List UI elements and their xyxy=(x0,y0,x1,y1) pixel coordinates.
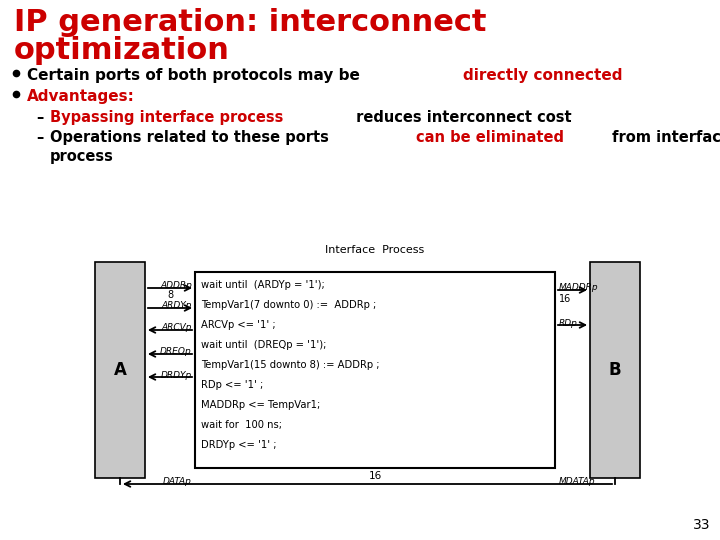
Text: ARCVp <= '1' ;: ARCVp <= '1' ; xyxy=(201,320,276,330)
Text: optimization: optimization xyxy=(14,36,230,65)
Text: Advantages:: Advantages: xyxy=(27,89,135,104)
Text: MADDRp: MADDRp xyxy=(559,284,598,293)
Text: process: process xyxy=(50,149,114,164)
Text: DREQp: DREQp xyxy=(161,348,192,356)
Text: ARDYp: ARDYp xyxy=(161,301,192,310)
Bar xyxy=(195,272,555,468)
Text: TempVar1(7 downto 0) :=  ADDRp ;: TempVar1(7 downto 0) := ADDRp ; xyxy=(201,300,377,310)
Text: –: – xyxy=(36,130,43,145)
Text: reduces interconnect cost: reduces interconnect cost xyxy=(351,110,572,125)
Text: Certain ports of both protocols may be: Certain ports of both protocols may be xyxy=(27,68,365,83)
Bar xyxy=(590,262,640,478)
Text: wait for  100 ns;: wait for 100 ns; xyxy=(201,420,282,430)
Text: MDATAp: MDATAp xyxy=(559,477,595,487)
Text: DATAp: DATAp xyxy=(163,477,192,487)
Text: wait until  (DREQp = '1');: wait until (DREQp = '1'); xyxy=(201,340,326,350)
Text: DRDYp <= '1' ;: DRDYp <= '1' ; xyxy=(201,440,276,450)
Text: –: – xyxy=(36,110,43,125)
Text: from interface: from interface xyxy=(608,130,720,145)
Text: can be eliminated: can be eliminated xyxy=(416,130,564,145)
Text: Bypassing interface process: Bypassing interface process xyxy=(50,110,284,125)
Text: ARCVp: ARCVp xyxy=(161,323,192,333)
Text: 33: 33 xyxy=(693,518,710,532)
Text: IP generation: interconnect: IP generation: interconnect xyxy=(14,8,487,37)
Text: MADDRp <= TempVar1;: MADDRp <= TempVar1; xyxy=(201,400,320,410)
Text: directly connected: directly connected xyxy=(463,68,623,83)
Text: RDp <= '1' ;: RDp <= '1' ; xyxy=(201,380,264,390)
Text: Operations related to these ports: Operations related to these ports xyxy=(50,130,334,145)
Text: 8: 8 xyxy=(167,290,173,300)
Text: RDp: RDp xyxy=(559,319,578,327)
Text: B: B xyxy=(608,361,621,379)
Text: 16: 16 xyxy=(559,294,571,304)
Bar xyxy=(95,262,145,478)
Text: wait until  (ARDYp = '1');: wait until (ARDYp = '1'); xyxy=(201,280,325,290)
Text: TempVar1(15 downto 8) := ADDRp ;: TempVar1(15 downto 8) := ADDRp ; xyxy=(201,360,379,370)
Text: A: A xyxy=(114,361,127,379)
Text: DRDYp: DRDYp xyxy=(161,370,192,380)
Text: 16: 16 xyxy=(369,471,382,481)
Text: ADDRp: ADDRp xyxy=(160,281,192,291)
Text: Interface  Process: Interface Process xyxy=(325,245,425,255)
